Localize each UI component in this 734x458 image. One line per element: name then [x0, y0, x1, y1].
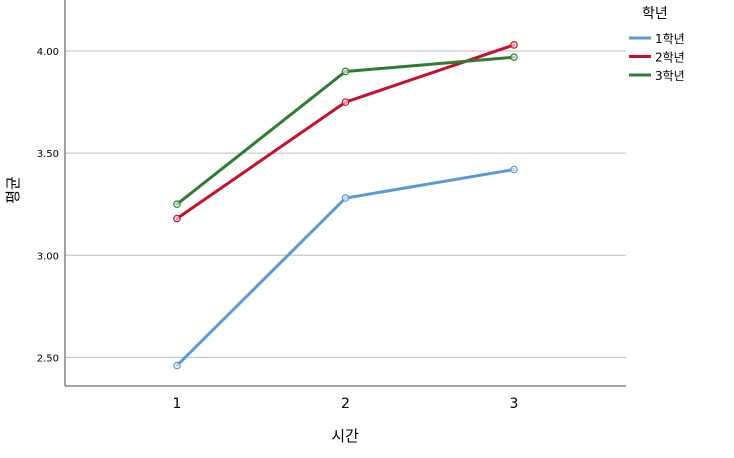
data-point	[173, 361, 181, 370]
legend-label: 3학년	[655, 69, 685, 83]
y-tick-label: 2.50	[37, 353, 59, 364]
x-axis-title: 시간	[331, 427, 359, 445]
legend-label: 2학년	[655, 51, 685, 65]
x-tick-label: 1	[173, 396, 182, 412]
x-tick-label: 3	[510, 396, 519, 412]
data-point	[341, 67, 350, 76]
gridlines	[65, 50, 626, 358]
y-tick-label: 4.00	[37, 47, 59, 58]
y-tick-label: 3.00	[37, 251, 59, 262]
y-tick-label: 3.50	[37, 149, 59, 160]
data-point	[510, 165, 518, 174]
y-tick-labels: 2.50 3.00 3.50 4.00	[37, 47, 59, 364]
data-point	[173, 200, 181, 209]
data-point	[341, 194, 350, 202]
series-points	[173, 41, 518, 370]
x-tick-labels: 1 2 3	[173, 396, 519, 412]
legend-label: 1학년	[655, 32, 685, 46]
data-point	[510, 41, 518, 49]
series-lines	[175, 43, 516, 368]
y-axis-title: 평균	[4, 176, 22, 204]
data-point	[510, 53, 518, 61]
legend: 학년 1학년 2학년 3학년	[629, 6, 685, 83]
data-point	[173, 214, 181, 223]
data-point	[341, 98, 350, 106]
axes	[64, 0, 626, 387]
legend-title: 학년	[642, 6, 668, 22]
x-tick-label: 2	[341, 396, 350, 412]
